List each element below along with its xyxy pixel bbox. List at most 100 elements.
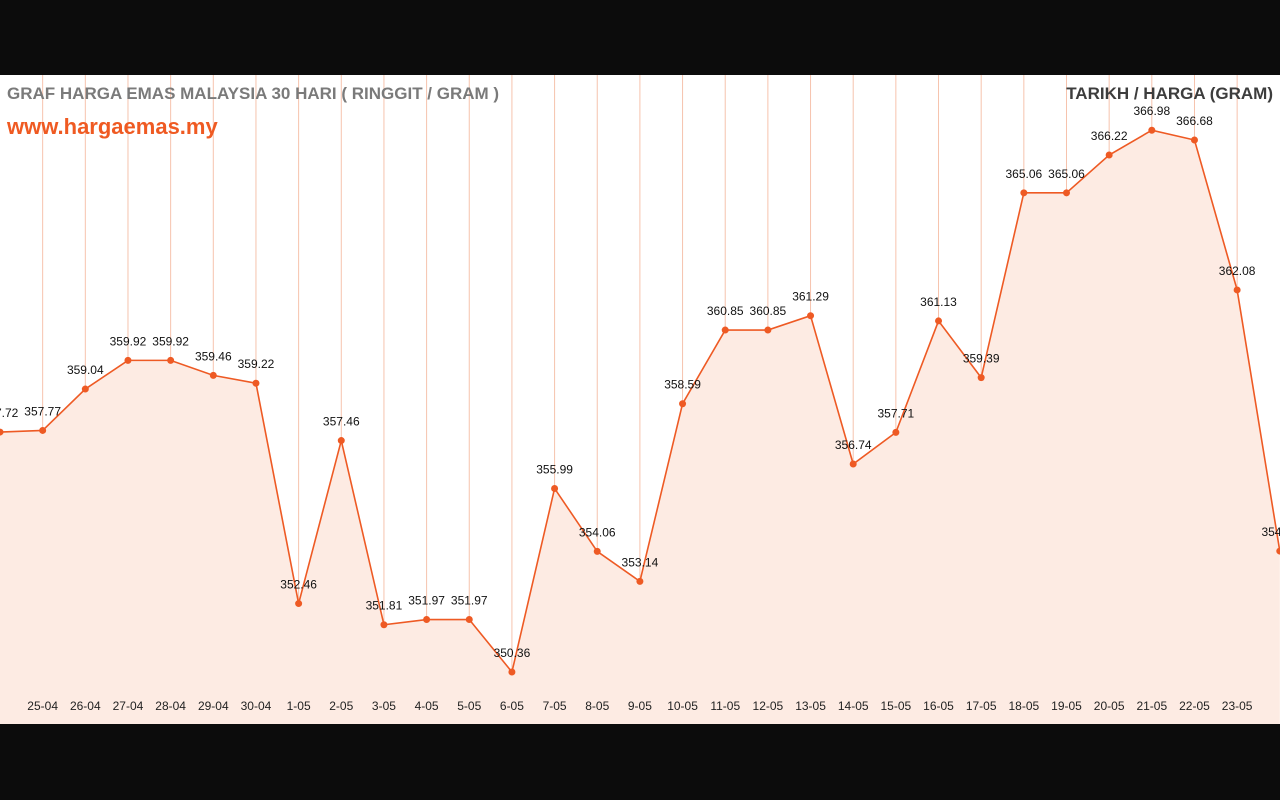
value-label: 361.29 [792, 290, 829, 304]
data-point[interactable] [380, 621, 388, 629]
x-axis-ticks: 25-04 26-04 27-04 28-04 29-04 30-04 1-05 2-05 3-… [27, 699, 1252, 713]
x-tick-label: 10-05 [667, 699, 698, 713]
value-label: 359.92 [110, 334, 147, 348]
value-label: 360.85 [707, 304, 744, 318]
value-label: 355.99 [536, 462, 573, 476]
data-point[interactable] [508, 668, 516, 676]
x-tick-label: 18-05 [1008, 699, 1039, 713]
value-label: 357.72 [0, 406, 19, 420]
data-point[interactable] [551, 484, 559, 492]
value-label: 362.08 [1219, 264, 1256, 278]
data-point[interactable] [892, 428, 900, 436]
value-label: 354.06 [579, 525, 616, 539]
value-label: 351.97 [408, 594, 445, 608]
value-label: 366.98 [1133, 104, 1170, 118]
data-point[interactable] [679, 400, 687, 408]
value-label: 366.22 [1091, 129, 1128, 143]
chart-title: GRAF HARGA EMAS MALAYSIA 30 HARI ( RINGG… [7, 84, 500, 103]
x-tick-label: 28-04 [155, 699, 186, 713]
x-tick-label: 6-05 [500, 699, 524, 713]
data-points [0, 126, 1280, 676]
x-tick-label: 12-05 [753, 699, 784, 713]
x-tick-label: 1-05 [287, 699, 311, 713]
value-label: 359.22 [238, 357, 275, 371]
x-tick-label: 20-05 [1094, 699, 1125, 713]
axis-legend-label: TARIKH / HARGA (GRAM) [1066, 84, 1273, 103]
gold-price-chart: 25-04 26-04 27-04 28-04 29-04 30-04 1-05 2-05 3-… [0, 75, 1280, 724]
x-tick-label: 30-04 [241, 699, 272, 713]
value-label: 359.46 [195, 349, 232, 363]
data-point[interactable] [209, 371, 217, 379]
value-label: 351.97 [451, 594, 488, 608]
value-label: 359.39 [963, 352, 1000, 366]
value-label: 357.71 [878, 406, 915, 420]
data-point[interactable] [593, 547, 601, 555]
value-label: 354.07 [1261, 525, 1280, 539]
x-tick-label: 7-05 [543, 699, 567, 713]
x-tick-label: 17-05 [966, 699, 997, 713]
value-label: 350.36 [494, 646, 531, 660]
data-point[interactable] [1276, 547, 1280, 555]
x-tick-label: 25-04 [27, 699, 58, 713]
value-label: 365.06 [1005, 167, 1042, 181]
price-area-fill [0, 130, 1280, 724]
x-tick-label: 19-05 [1051, 699, 1082, 713]
value-labels: 357.72 357.77 359.04 359.92 359.92 359.46 359.… [0, 104, 1280, 660]
x-tick-label: 4-05 [415, 699, 439, 713]
x-tick-label: 16-05 [923, 699, 954, 713]
data-point[interactable] [1063, 189, 1070, 197]
data-point[interactable] [252, 379, 260, 387]
data-point[interactable] [124, 356, 132, 364]
data-point[interactable] [636, 577, 644, 585]
value-label: 358.59 [664, 378, 701, 392]
data-point[interactable] [1233, 286, 1241, 294]
value-label: 357.77 [24, 404, 61, 418]
value-label: 352.46 [280, 578, 317, 592]
data-point[interactable] [977, 374, 985, 382]
x-tick-label: 8-05 [585, 699, 609, 713]
data-point[interactable] [1105, 151, 1113, 159]
x-tick-label: 15-05 [881, 699, 912, 713]
data-point[interactable] [764, 326, 772, 334]
x-tick-label: 29-04 [198, 699, 229, 713]
data-point[interactable] [1020, 189, 1028, 197]
x-tick-label: 27-04 [113, 699, 144, 713]
x-tick-label: 22-05 [1179, 699, 1210, 713]
x-tick-label: 2-05 [329, 699, 353, 713]
x-tick-label: 11-05 [710, 699, 740, 713]
value-label: 360.85 [750, 304, 787, 318]
value-label: 361.13 [920, 295, 957, 309]
data-point[interactable] [721, 326, 729, 334]
x-tick-label: 13-05 [795, 699, 826, 713]
value-label: 353.14 [622, 555, 659, 569]
value-label: 359.92 [152, 334, 189, 348]
x-tick-label: 5-05 [457, 699, 481, 713]
value-label: 359.04 [67, 363, 104, 377]
x-tick-label: 21-05 [1136, 699, 1167, 713]
data-point[interactable] [849, 460, 857, 468]
x-tick-label: 14-05 [838, 699, 869, 713]
x-tick-label: 3-05 [372, 699, 396, 713]
data-point[interactable] [337, 437, 345, 445]
x-tick-label: 9-05 [628, 699, 652, 713]
data-point[interactable] [39, 426, 47, 434]
data-point[interactable] [807, 312, 815, 320]
data-point[interactable] [81, 385, 89, 393]
data-point[interactable] [295, 600, 303, 608]
data-point[interactable] [935, 317, 943, 325]
value-label: 357.46 [323, 415, 360, 429]
value-label: 356.74 [835, 438, 872, 452]
x-tick-label: 23-05 [1222, 699, 1253, 713]
x-tick-label: 26-04 [70, 699, 101, 713]
chart-panel: 25-04 26-04 27-04 28-04 29-04 30-04 1-05 2-05 3-… [0, 75, 1280, 724]
value-label: 365.06 [1048, 167, 1085, 181]
data-point[interactable] [1148, 126, 1156, 134]
data-point[interactable] [465, 616, 473, 624]
data-point[interactable] [0, 428, 4, 436]
value-label: 351.81 [366, 599, 403, 613]
data-point[interactable] [1190, 136, 1198, 144]
data-point[interactable] [167, 356, 175, 364]
value-label: 366.68 [1176, 114, 1213, 128]
site-link[interactable]: www.hargaemas.my [7, 114, 218, 139]
data-point[interactable] [423, 616, 431, 624]
